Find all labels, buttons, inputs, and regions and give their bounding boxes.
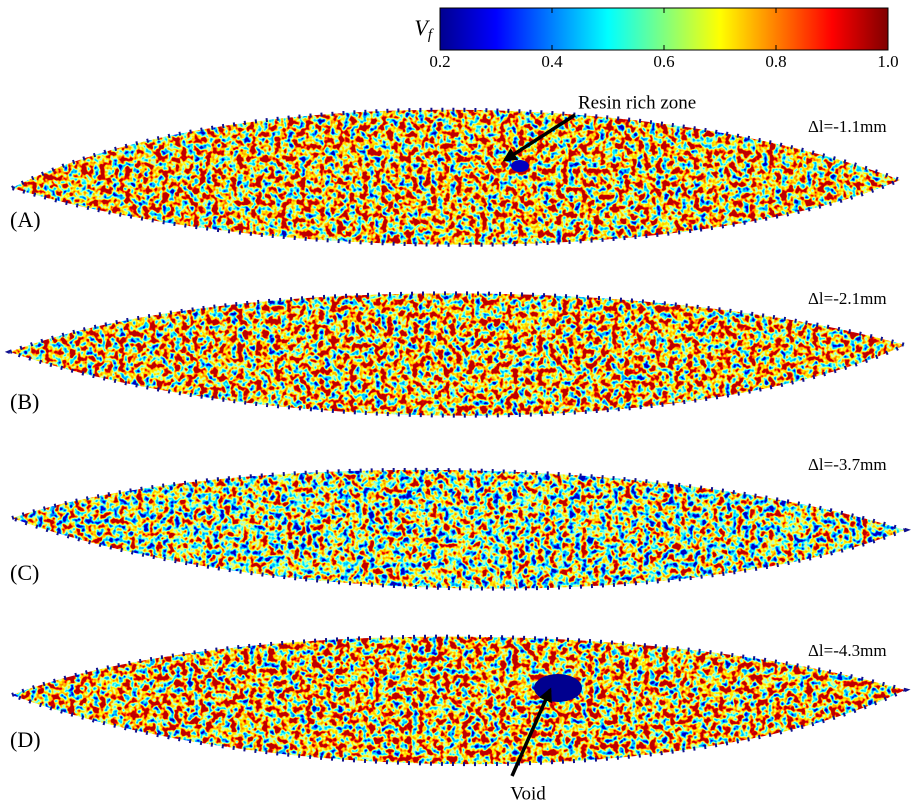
colorbar-tick-label: 1.0 — [877, 52, 898, 71]
fiber-volume-map — [12, 109, 900, 245]
panel-label: (C) — [10, 560, 39, 585]
edge-spikes — [6, 634, 911, 767]
displacement-label: Δl=-1.1mm — [808, 117, 887, 136]
panel-label: (D) — [10, 727, 41, 752]
colorbar-label-sub: f — [428, 27, 434, 43]
annotation: Resin rich zone — [578, 92, 696, 113]
colorbar-tick-label: 0.2 — [429, 52, 450, 71]
colorbar-tick-label: 0.8 — [765, 52, 786, 71]
resin-zone — [511, 160, 529, 172]
annotation-arrow — [510, 687, 552, 777]
sample-panel: (C) Δl=-3.7mm — [5, 455, 911, 591]
fiber-volume-map — [12, 469, 905, 589]
colorbar-gradient — [439, 7, 889, 51]
sample-panel: (D) Δl=-4.3mm — [6, 634, 911, 767]
panel-label: (B) — [10, 389, 39, 414]
colorbar-tick-label: 0.4 — [541, 52, 563, 71]
void-region — [534, 674, 582, 702]
colorbar: Vf 0.2 0.4 0.6 0.8 1.0 — [414, 7, 899, 71]
fiber-volume-map — [10, 293, 905, 416]
annotation: Void — [510, 783, 546, 804]
annotation-arrow — [502, 113, 576, 162]
colorbar-label: Vf — [414, 15, 433, 43]
sample-panel: (A) Δl=-1.1mm — [6, 107, 906, 247]
displacement-label: Δl=-4.3mm — [808, 641, 887, 660]
sample-panel: (B) Δl=-2.1mm — [4, 289, 911, 418]
displacement-label: Δl=-2.1mm — [808, 289, 887, 308]
fiber-volume-map — [12, 636, 905, 765]
displacement-label: Δl=-3.7mm — [808, 455, 887, 474]
panels: (A) Δl=-1.1mm (B) Δl=-2.1mm (C) Δl=-3.7mm (D) Δ… — [4, 107, 911, 767]
colorbar-label-main: V — [414, 15, 430, 40]
edge-spikes — [5, 467, 911, 591]
panel-label: (A) — [10, 207, 41, 232]
colorbar-tick-label: 0.6 — [653, 52, 674, 71]
